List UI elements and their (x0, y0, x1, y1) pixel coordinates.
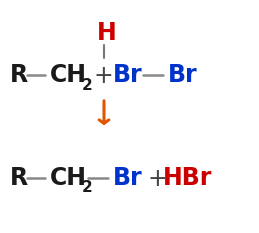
Text: 2: 2 (82, 181, 93, 195)
Text: CH: CH (50, 63, 87, 87)
Text: H: H (97, 21, 117, 45)
Text: R: R (10, 63, 28, 87)
Text: +: + (147, 167, 167, 191)
Text: 2: 2 (82, 78, 93, 93)
Text: HBr: HBr (163, 166, 212, 190)
Text: R: R (10, 166, 28, 190)
Text: +: + (93, 64, 113, 88)
Text: Br: Br (113, 166, 143, 190)
Text: CH: CH (50, 166, 87, 190)
Text: Br: Br (168, 63, 198, 87)
Text: Br: Br (113, 63, 143, 87)
